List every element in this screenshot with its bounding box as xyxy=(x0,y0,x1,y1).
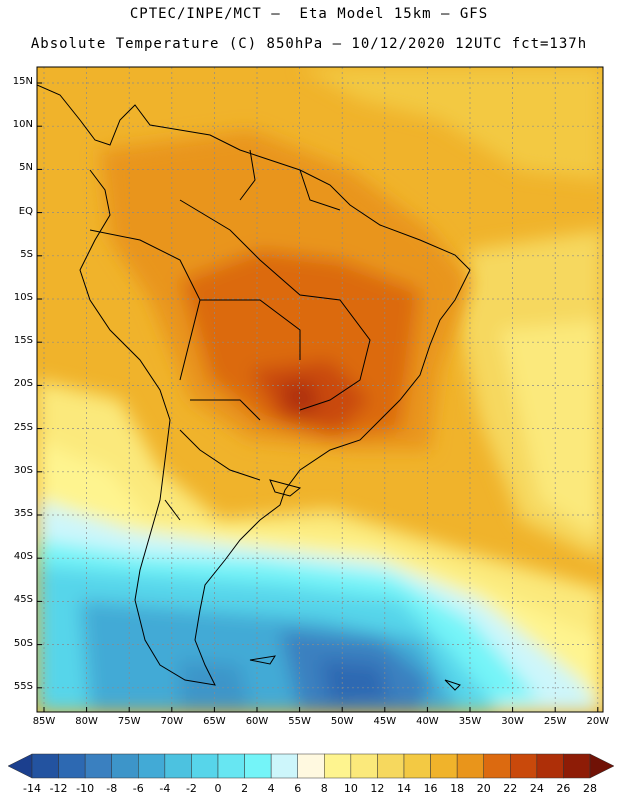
lon-label: 50W xyxy=(330,716,354,727)
colorbar-label: -2 xyxy=(185,782,197,795)
lat-label: 40S xyxy=(13,551,33,563)
colorbar-label: -12 xyxy=(49,782,68,795)
colorbar-cell xyxy=(377,753,405,779)
colorbar-label: 24 xyxy=(529,782,544,795)
colorbar-label: 10 xyxy=(343,782,358,795)
colorbar-cell xyxy=(58,753,86,779)
colorbar-label: 18 xyxy=(450,782,465,795)
lon-label: 20W xyxy=(586,716,610,727)
colorbar-cell xyxy=(456,753,484,779)
lon-label: 70W xyxy=(160,716,184,727)
colorbar-cell xyxy=(7,753,33,779)
coastline xyxy=(37,84,471,691)
temperature-field xyxy=(37,67,603,712)
colorbar-cell xyxy=(111,753,139,779)
colorbar-label: -14 xyxy=(23,782,41,795)
lat-label: 30S xyxy=(13,464,33,476)
lon-label: 45W xyxy=(373,716,397,727)
lon-label: 75W xyxy=(117,716,141,727)
colorbar-cell xyxy=(297,753,325,779)
colorbar-label: 16 xyxy=(423,782,438,795)
lat-label: 50S xyxy=(13,637,33,649)
colorbar-label: 4 xyxy=(267,782,275,795)
colorbar-cell xyxy=(536,753,564,779)
lat-label: 15S xyxy=(13,335,33,347)
colorbar-label: 12 xyxy=(370,782,385,795)
lat-label: 15N xyxy=(12,76,33,87)
lat-label: EQ xyxy=(18,205,33,217)
colorbar-cell xyxy=(563,753,591,779)
title-line-1: CPTEC/INPE/MCT – Eta Model 15km – GFS xyxy=(129,6,489,22)
lat-label: 35S xyxy=(13,508,33,519)
lon-label: 65W xyxy=(203,716,226,727)
colorbar-cell xyxy=(191,753,219,779)
colorbar-label: -4 xyxy=(159,782,171,795)
colorbar-cell xyxy=(164,753,192,779)
lon-label: 80W xyxy=(75,716,98,727)
colorbar-cell xyxy=(138,753,166,779)
lat-label: 5N xyxy=(19,162,33,174)
colorbar-label: 0 xyxy=(214,782,222,795)
colorbar-label: 14 xyxy=(397,782,411,795)
lat-label: 10N xyxy=(12,119,33,131)
colorbar-cell xyxy=(350,753,378,779)
colorbar-label: -6 xyxy=(132,782,144,795)
colorbar-label: -8 xyxy=(106,782,118,795)
lon-label: 60W xyxy=(245,716,269,727)
colorbar-cell xyxy=(483,753,511,779)
lat-label: 20S xyxy=(13,378,33,390)
colorbar-label: 6 xyxy=(294,782,302,795)
colorbar-cell xyxy=(270,753,298,779)
title-line-2: Absolute Temperature (C) 850hPa – 10/12/… xyxy=(30,36,588,52)
colorbar-cell xyxy=(244,753,272,779)
colorbar-label: 26 xyxy=(556,782,571,795)
lon-label: 55W xyxy=(288,716,311,727)
lon-label: 35W xyxy=(458,716,482,727)
lat-label: 55S xyxy=(13,680,33,692)
lat-label: 10S xyxy=(13,292,33,303)
lon-label: 30W xyxy=(501,716,524,727)
lon-label: 25W xyxy=(543,716,567,727)
colorbar-cell xyxy=(589,753,615,779)
colorbar-cell xyxy=(430,753,458,779)
lat-label: 45S xyxy=(13,594,33,606)
colorbar-label: 8 xyxy=(320,782,328,795)
colorbar-label: 2 xyxy=(241,782,249,795)
colorbar-cell xyxy=(324,753,352,779)
colorbar-label: 22 xyxy=(503,782,518,795)
colorbar-cell xyxy=(31,753,59,779)
colorbar-cell xyxy=(403,753,431,779)
colorbar-cell xyxy=(84,753,112,779)
lat-label: 25S xyxy=(13,421,33,433)
colorbar-label: 20 xyxy=(476,782,491,795)
colorbar-label: 28 xyxy=(583,782,597,795)
lon-label: 85W xyxy=(32,716,56,727)
lon-label: 40W xyxy=(416,716,439,727)
colorbar-cell xyxy=(217,753,245,779)
lat-label: 5S xyxy=(20,248,33,260)
colorbar-label: -10 xyxy=(76,782,95,795)
colorbar-cell xyxy=(510,753,538,779)
